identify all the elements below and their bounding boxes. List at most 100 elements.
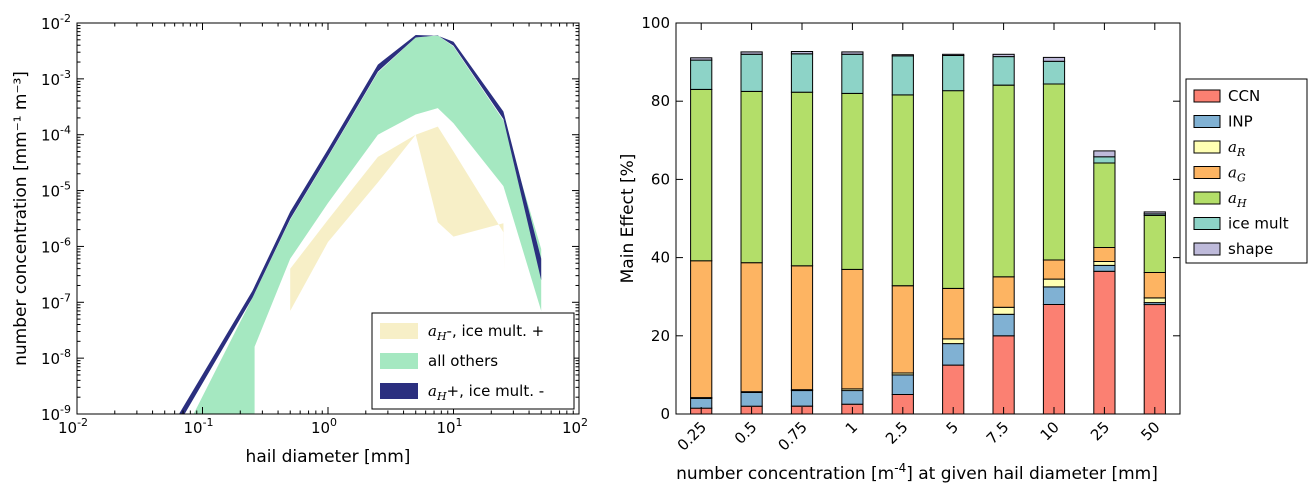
bar-segment-a_H <box>891 94 914 287</box>
legend-label-others: all others <box>428 352 498 370</box>
legend-label-ice_mult: ice mult <box>1228 215 1289 233</box>
bar-segment-shape <box>1042 56 1066 62</box>
y-tick-label: 10-6 <box>41 235 71 256</box>
bar-segment-shape <box>690 57 713 61</box>
y-tick-label: 40 <box>651 249 670 267</box>
bar-segment-CCN <box>1093 270 1116 415</box>
y-tick-label: 10-5 <box>41 180 71 201</box>
legend-label-a_R: aR <box>1228 138 1245 159</box>
legend-swatch-INP <box>1193 115 1221 128</box>
y-tick-base: 10 <box>41 406 60 424</box>
legend-swatch-a_R <box>1193 140 1221 154</box>
legend-hail_max-text: +, ice mult. - <box>447 382 545 400</box>
legend-a_H-math: a <box>1228 189 1237 207</box>
legend-swatch-CCN <box>1193 89 1221 103</box>
bar-segment-a_R <box>1093 261 1116 266</box>
plot-frame <box>675 22 1181 415</box>
legend-swatch-others <box>380 353 418 369</box>
area-others <box>193 35 542 414</box>
bar-segment-ice_mult <box>992 56 1015 86</box>
y-tick-label: 10-3 <box>41 68 71 89</box>
bar-segment-INP <box>740 392 763 407</box>
hail-size-distribution-chart: 10-2 10-1 100 101 10210-910-810-710-610-510-… <box>11 12 588 467</box>
x-tick-exp: 0 <box>330 416 337 429</box>
y-tick-label: 0 <box>660 405 670 423</box>
legend-swatch-ice_mult <box>1193 217 1221 230</box>
legend-a_R-math: a <box>1228 138 1237 156</box>
y-tick-label: 60 <box>651 170 670 188</box>
legend-a_H-math-sub: H <box>1236 197 1247 210</box>
legend-hail_min-math: a <box>428 322 437 340</box>
x-tick-label: 10-2 <box>58 416 88 437</box>
bar-segment-shape <box>992 53 1015 58</box>
legend-swatch-hail_min <box>380 323 418 339</box>
bar-segment-ice_mult <box>690 59 713 90</box>
bar-segment-a_H <box>790 91 814 267</box>
x-tick-label: 0.75 <box>774 418 810 454</box>
plot-area <box>179 35 542 414</box>
y-tick-base: 10 <box>41 183 60 201</box>
bar-segment-CCN <box>992 335 1015 415</box>
legend-label-hail_min: aH-, ice mult. + <box>428 322 544 343</box>
y-tick-label: 10-7 <box>41 291 71 312</box>
bar-segment-CCN <box>1042 304 1066 415</box>
y-tick-base: 10 <box>41 15 60 33</box>
bar-segment-a_G <box>1143 272 1166 299</box>
bar-segment-a_H <box>1093 162 1116 248</box>
legend-INP-text: INP <box>1228 113 1253 131</box>
y-tick-base: 10 <box>41 350 60 368</box>
bar-segment-ice_mult <box>942 55 965 92</box>
bar-segment-a_G <box>1093 246 1116 262</box>
legend-ice_mult-text: ice mult <box>1228 215 1289 233</box>
legend-hail_max-math-sub: H <box>436 390 447 403</box>
bar-segment-shape <box>841 51 864 55</box>
bar-segment-ice_mult <box>790 53 814 93</box>
bar-segment-ice_mult <box>841 53 864 94</box>
y-tick-base: 10 <box>41 71 60 89</box>
x-axis-label-suffix: ] at given hail diameter [mm] <box>906 464 1158 484</box>
y-tick-base: 10 <box>41 127 60 145</box>
area-hail_min <box>290 126 505 311</box>
legend-label-hail_max: aH+, ice mult. - <box>428 382 544 403</box>
legend-label-INP: INP <box>1228 113 1253 131</box>
bar-segment-INP <box>1093 264 1116 272</box>
x-tick-label: 7.5 <box>983 418 1013 448</box>
bar-segment-shape <box>1143 211 1166 215</box>
legend-others-text: all others <box>428 352 498 370</box>
x-tick-label: 0.25 <box>674 418 710 454</box>
bar-segment-a_H <box>690 89 713 262</box>
y-tick-label: 20 <box>651 327 670 345</box>
legend-hail_max-math: a <box>428 382 437 400</box>
bar-segment-INP <box>891 374 914 395</box>
y-tick-base: 10 <box>41 294 60 312</box>
x-tick-label: 25 <box>1087 418 1113 444</box>
x-axis-label-prefix: number concentration [m <box>676 464 894 484</box>
x-tick-base: 10 <box>436 419 455 437</box>
bar-segment-a_H <box>841 92 864 270</box>
bar-segment-INP <box>690 397 713 409</box>
bar-segment-a_R <box>942 338 965 345</box>
legend-swatch-a_H <box>1193 191 1221 205</box>
bar-segment-a_H <box>942 90 965 289</box>
bar-segment-shape <box>790 51 814 55</box>
x-tick-label: 10 <box>1037 418 1063 444</box>
bar-segment-a_G <box>1042 259 1066 280</box>
y-tick-label: 10-4 <box>41 124 71 145</box>
x-tick-exp: 1 <box>456 416 463 429</box>
legend-label-a_G: aG <box>1228 164 1246 185</box>
y-tick-exp: -8 <box>60 347 71 360</box>
x-tick-base: 10 <box>58 419 77 437</box>
y-tick-exp: -7 <box>60 291 71 304</box>
bar-segment-a_R <box>1143 297 1166 304</box>
x-tick-label: 101 <box>436 416 462 437</box>
x-tick-base: 10 <box>562 419 581 437</box>
x-tick-exp: 2 <box>581 416 588 429</box>
y-axis-label: Main Effect [%] <box>618 154 638 284</box>
x-tick-label: 0.5 <box>731 418 761 448</box>
bar-segment-a_H <box>1042 83 1066 261</box>
bar-segment-INP <box>841 390 864 405</box>
bar-segment-a_G <box>841 268 864 390</box>
bar-segment-a_G <box>891 285 914 374</box>
x-axis-label: number concentration [m-4] at given hail… <box>676 461 1158 484</box>
